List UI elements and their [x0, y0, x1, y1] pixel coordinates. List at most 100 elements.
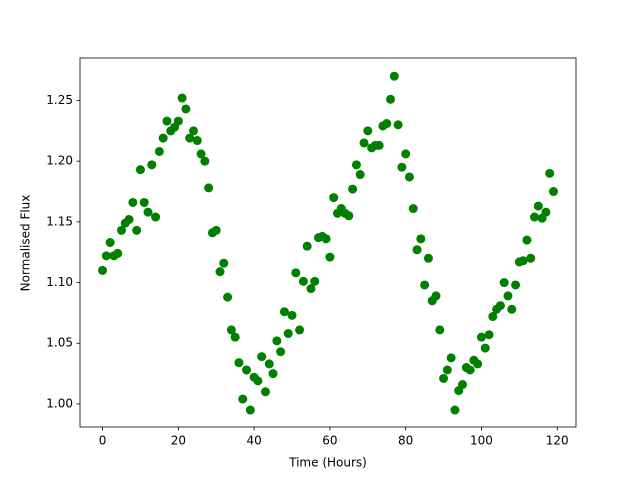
- y-tick-label: 1.20: [46, 154, 73, 168]
- point: [257, 352, 267, 362]
- point: [204, 183, 214, 193]
- point: [158, 133, 168, 143]
- point: [234, 358, 244, 368]
- point: [128, 197, 138, 207]
- point: [518, 256, 528, 266]
- x-tick-label: 40: [246, 434, 261, 448]
- point: [465, 365, 475, 375]
- point: [245, 405, 255, 415]
- y-tick-label: 1.25: [46, 93, 73, 107]
- point: [101, 251, 111, 261]
- point: [530, 212, 540, 222]
- point: [499, 278, 509, 288]
- point: [533, 201, 543, 211]
- point: [287, 310, 297, 320]
- point: [143, 207, 153, 217]
- point: [495, 301, 505, 311]
- point: [458, 380, 468, 390]
- point: [393, 120, 403, 130]
- point: [151, 212, 161, 222]
- point: [401, 149, 411, 159]
- point: [215, 267, 225, 277]
- y-tick-label: 1.00: [46, 396, 73, 410]
- point: [404, 172, 414, 182]
- point: [302, 241, 312, 251]
- point: [442, 365, 452, 375]
- point: [113, 248, 123, 258]
- point: [412, 245, 422, 255]
- point: [545, 168, 555, 178]
- point: [325, 252, 335, 262]
- point: [298, 276, 308, 286]
- point: [522, 235, 532, 245]
- point: [177, 93, 187, 103]
- point: [139, 197, 149, 207]
- point: [431, 291, 441, 301]
- point: [276, 347, 286, 357]
- point: [211, 225, 221, 235]
- point: [476, 332, 486, 342]
- x-tick-label: 120: [546, 434, 569, 448]
- point: [181, 104, 191, 114]
- point: [135, 165, 145, 175]
- point: [185, 133, 195, 143]
- point: [272, 336, 282, 346]
- x-tick-label: 20: [171, 434, 186, 448]
- point: [423, 253, 433, 263]
- point: [548, 187, 558, 197]
- point: [435, 325, 445, 335]
- point: [283, 329, 293, 339]
- point: [507, 304, 517, 314]
- point: [511, 280, 521, 290]
- point: [321, 234, 331, 244]
- point: [351, 160, 361, 170]
- point: [473, 359, 483, 369]
- y-tick-label: 1.10: [46, 275, 73, 289]
- point: [329, 193, 339, 203]
- point: [147, 160, 157, 170]
- point: [416, 234, 426, 244]
- point: [541, 207, 551, 217]
- point: [446, 353, 456, 363]
- point: [420, 280, 430, 290]
- point: [154, 146, 164, 156]
- point: [408, 204, 418, 214]
- point: [279, 307, 289, 317]
- point: [480, 343, 490, 353]
- x-tick-label: 80: [398, 434, 413, 448]
- point: [162, 116, 172, 126]
- point: [268, 369, 278, 379]
- point: [116, 225, 126, 235]
- x-tick-label: 0: [99, 434, 107, 448]
- point: [526, 253, 536, 263]
- point: [359, 138, 369, 148]
- point: [355, 170, 365, 180]
- point: [344, 211, 354, 221]
- point: [363, 126, 373, 136]
- point: [188, 126, 198, 136]
- point: [295, 325, 305, 335]
- point: [200, 156, 210, 166]
- point: [242, 365, 252, 375]
- point: [503, 291, 513, 301]
- point: [488, 312, 498, 322]
- point: [397, 162, 407, 172]
- point: [484, 330, 494, 340]
- point: [105, 238, 115, 247]
- point: [310, 276, 320, 286]
- point: [450, 405, 460, 415]
- y-tick-label: 1.15: [46, 214, 73, 228]
- point: [238, 394, 248, 404]
- point: [374, 140, 384, 150]
- point: [196, 149, 206, 159]
- x-tick-label: 100: [470, 434, 493, 448]
- x-axis-label: Time (Hours): [288, 456, 367, 470]
- point: [291, 268, 301, 278]
- point: [264, 359, 274, 369]
- point: [260, 387, 270, 397]
- point: [230, 332, 240, 342]
- point: [306, 284, 316, 294]
- plot-frame: [79, 57, 577, 428]
- point: [382, 119, 392, 129]
